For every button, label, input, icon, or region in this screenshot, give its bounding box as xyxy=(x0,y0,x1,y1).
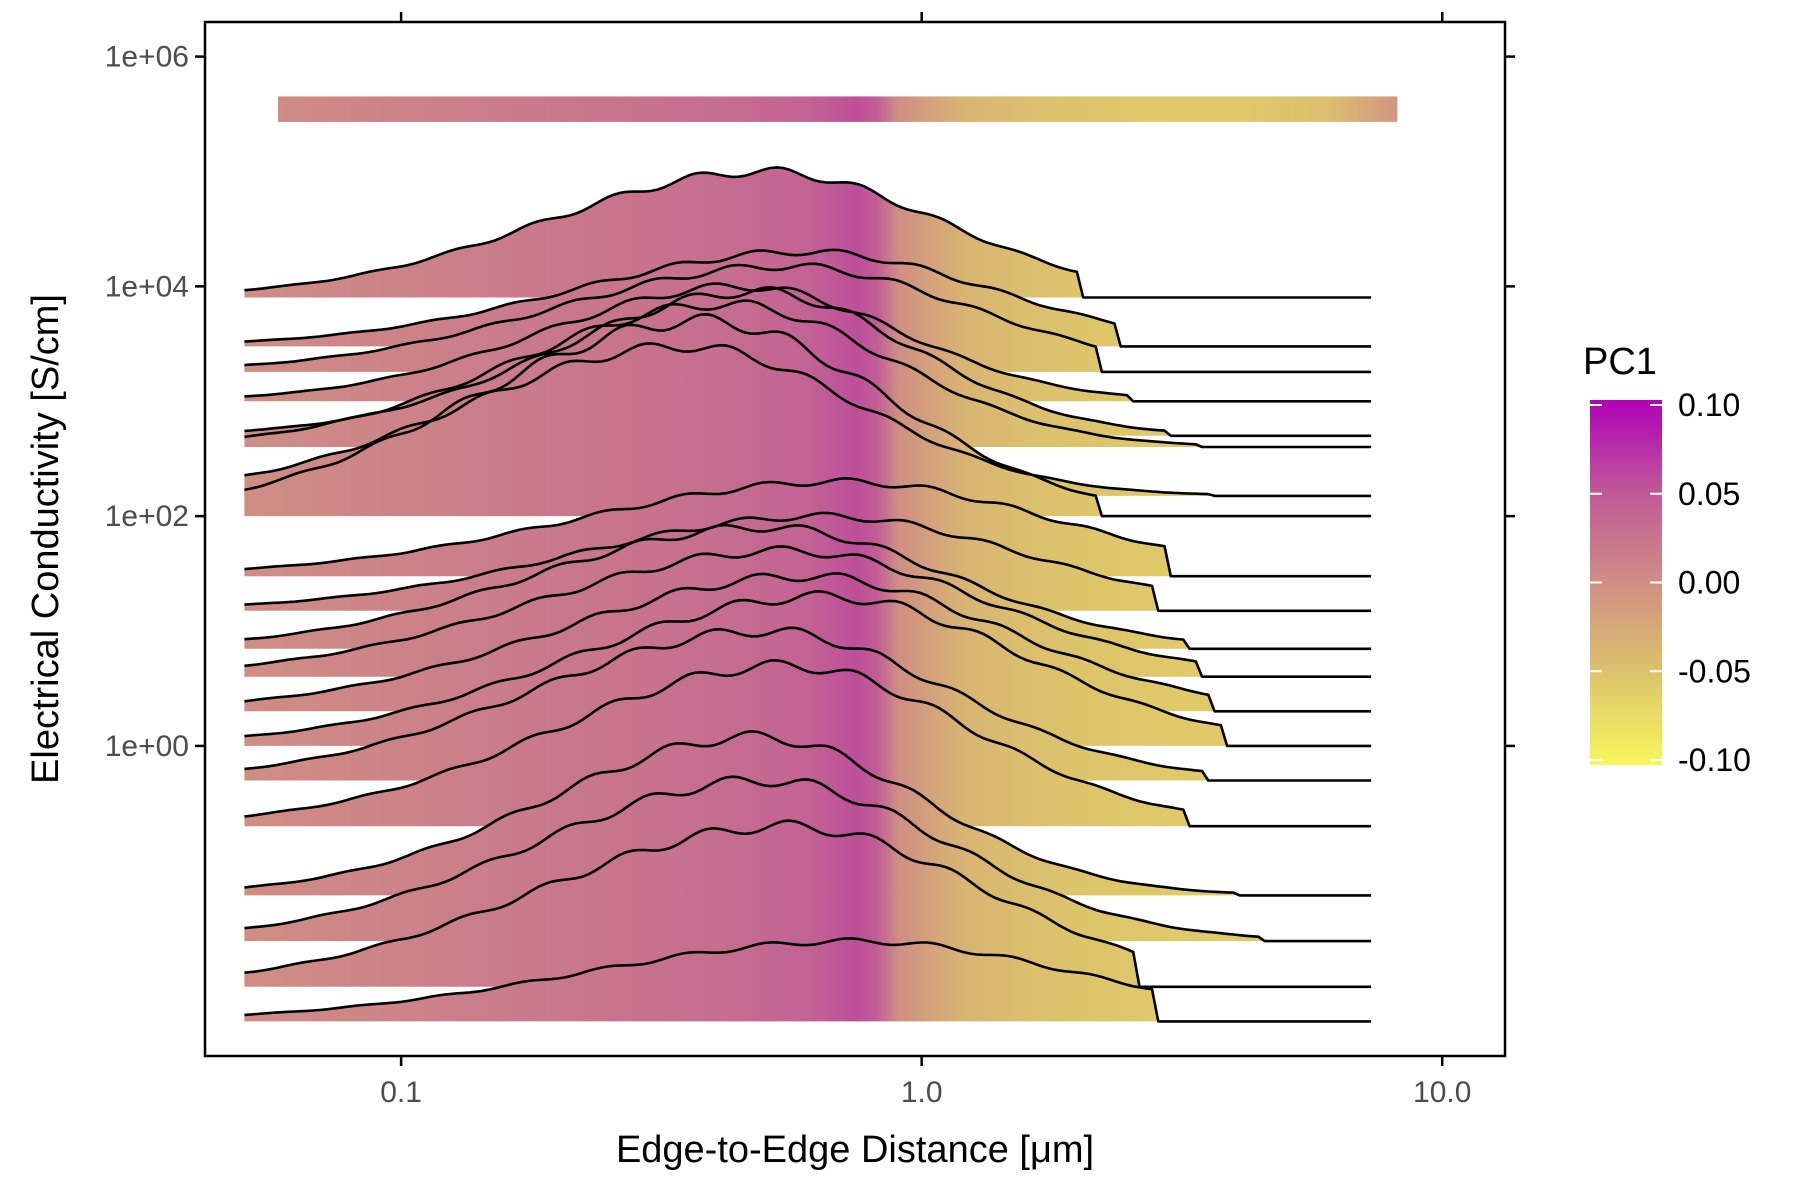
y-tick-label: 1e+06 xyxy=(105,41,189,74)
ridge-line xyxy=(244,523,1372,651)
x-tick-label: 1.0 xyxy=(901,1076,943,1109)
ridge-line xyxy=(244,248,1372,348)
legend: PC1 0.10 0.05 0.00 -0.05 -0.10 xyxy=(1583,341,1751,778)
ridge-line xyxy=(244,937,1372,1023)
legend-label: 0.10 xyxy=(1678,387,1740,423)
legend-label: -0.10 xyxy=(1678,742,1751,778)
ridge-line xyxy=(244,819,1372,989)
ridge-line xyxy=(244,285,1372,438)
ridge-line xyxy=(244,590,1372,748)
ridge-area xyxy=(244,938,1372,1022)
legend-label: 0.05 xyxy=(1678,476,1740,512)
panel-border xyxy=(203,20,1507,1058)
ridge-line xyxy=(244,775,1372,943)
ridge-line xyxy=(244,262,1372,374)
ridge-line xyxy=(244,572,1372,713)
ridge-line xyxy=(244,313,1372,518)
y-tick-label: 1e+02 xyxy=(105,500,189,533)
ridge-area xyxy=(244,820,1372,987)
legend-label: -0.05 xyxy=(1678,653,1751,689)
ridge-line xyxy=(244,282,1372,403)
ridge-line xyxy=(244,545,1372,678)
chart-areas xyxy=(244,96,1398,1022)
ridge-line xyxy=(244,659,1372,828)
y-axis-title: Electrical Conductivity [S/cm] xyxy=(25,294,67,784)
ridge-area xyxy=(244,314,1372,517)
axes: 0.1 1.0 10.0 1e+00 1e+02 1e+04 1e+06 xyxy=(105,12,1515,1109)
chart-lines xyxy=(244,166,1372,1023)
x-axis-title: Edge-to-Edge Distance [μm] xyxy=(616,1129,1094,1171)
ridge-area xyxy=(244,167,1372,298)
ridge-line xyxy=(244,477,1372,578)
ridge-line xyxy=(244,730,1372,897)
y-tick-label: 1e+00 xyxy=(105,730,189,763)
ridge-line xyxy=(244,299,1372,449)
ridge-line xyxy=(244,511,1372,613)
top-color-band xyxy=(277,96,1398,122)
legend-title: PC1 xyxy=(1583,341,1657,383)
ridge-line xyxy=(244,626,1372,782)
y-tick-label: 1e+04 xyxy=(105,270,189,303)
x-tick-label: 0.1 xyxy=(380,1076,422,1109)
legend-label: 0.00 xyxy=(1678,565,1740,601)
x-tick-label: 10.0 xyxy=(1413,1076,1471,1109)
ridge-line xyxy=(244,166,1372,299)
